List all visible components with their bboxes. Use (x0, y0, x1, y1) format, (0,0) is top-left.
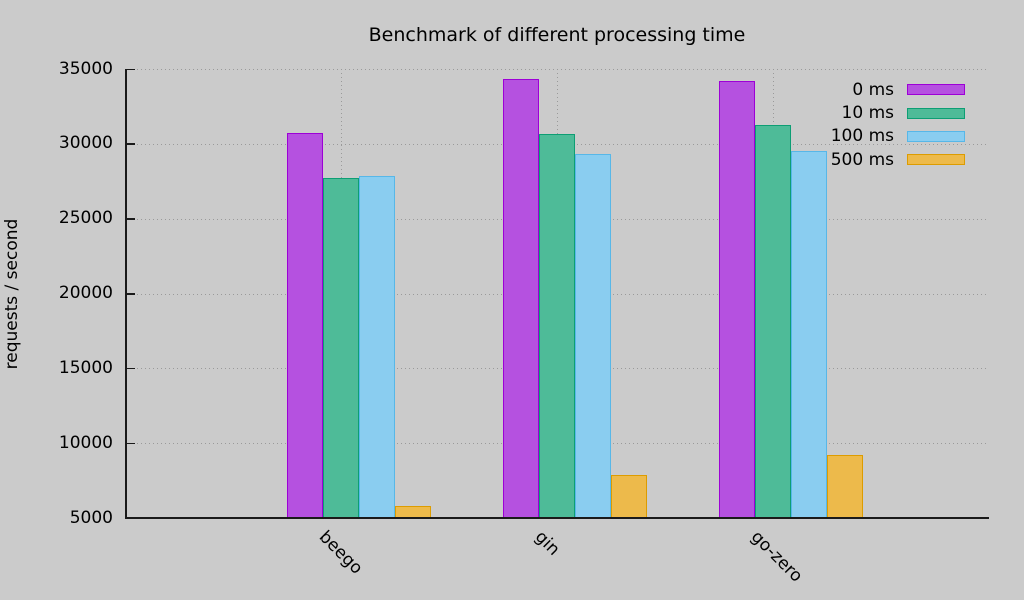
bar-go-zero-0ms (719, 80, 755, 517)
y-tick-mark (126, 143, 135, 145)
legend-swatch (907, 154, 965, 166)
y-tick-mark (126, 293, 135, 295)
y-tick-mark (126, 442, 135, 445)
y-tick-mark (126, 367, 135, 370)
x-axis-line (125, 517, 989, 519)
grid-line-h (125, 518, 989, 519)
legend-label: 0 ms (852, 79, 894, 100)
y-tick-label: 35000 (58, 58, 113, 79)
bar-go-zero-10ms (755, 125, 791, 517)
legend-swatch (907, 107, 965, 119)
legend-swatch (907, 84, 965, 96)
bar-gin-10ms (539, 134, 575, 517)
legend-row: 10 ms (831, 101, 965, 124)
bar-go-zero-500ms (827, 455, 863, 517)
y-tick-mark (126, 218, 135, 220)
y-tick-label: 5000 (69, 507, 113, 528)
y-axis-line (125, 69, 127, 518)
bar-beego-500ms (395, 506, 431, 517)
legend-label: 100 ms (830, 126, 894, 147)
legend-label: 10 ms (841, 103, 894, 124)
legend-row: 500 ms (831, 148, 965, 171)
x-tick-label: go-zero (746, 527, 807, 587)
bar-gin-0ms (503, 79, 539, 517)
bar-gin-500ms (611, 474, 647, 517)
x-tick-label: gin (530, 527, 564, 560)
bar-beego-0ms (287, 133, 323, 517)
bar-go-zero-100ms (791, 150, 827, 517)
legend-row: 100 ms (831, 125, 965, 148)
y-tick-label: 10000 (58, 432, 113, 453)
legend-row: 0 ms (831, 78, 965, 101)
y-tick-label: 25000 (58, 208, 113, 229)
chart-title: Benchmark of different processing time (368, 24, 746, 46)
y-tick-mark (126, 68, 135, 70)
y-tick-label: 30000 (58, 133, 113, 154)
bar-beego-10ms (323, 178, 359, 517)
bar-beego-100ms (359, 176, 395, 517)
y-tick-label: 20000 (58, 283, 113, 303)
x-tick-label: beego (314, 527, 367, 579)
y-axis-label: requests / second (2, 218, 22, 370)
bar-gin-100ms (575, 153, 611, 517)
y-tick-label: 15000 (58, 357, 113, 378)
legend: 0 ms 10 ms 100 ms 500 ms (831, 78, 965, 172)
legend-label: 500 ms (830, 149, 894, 170)
legend-swatch (907, 130, 965, 142)
